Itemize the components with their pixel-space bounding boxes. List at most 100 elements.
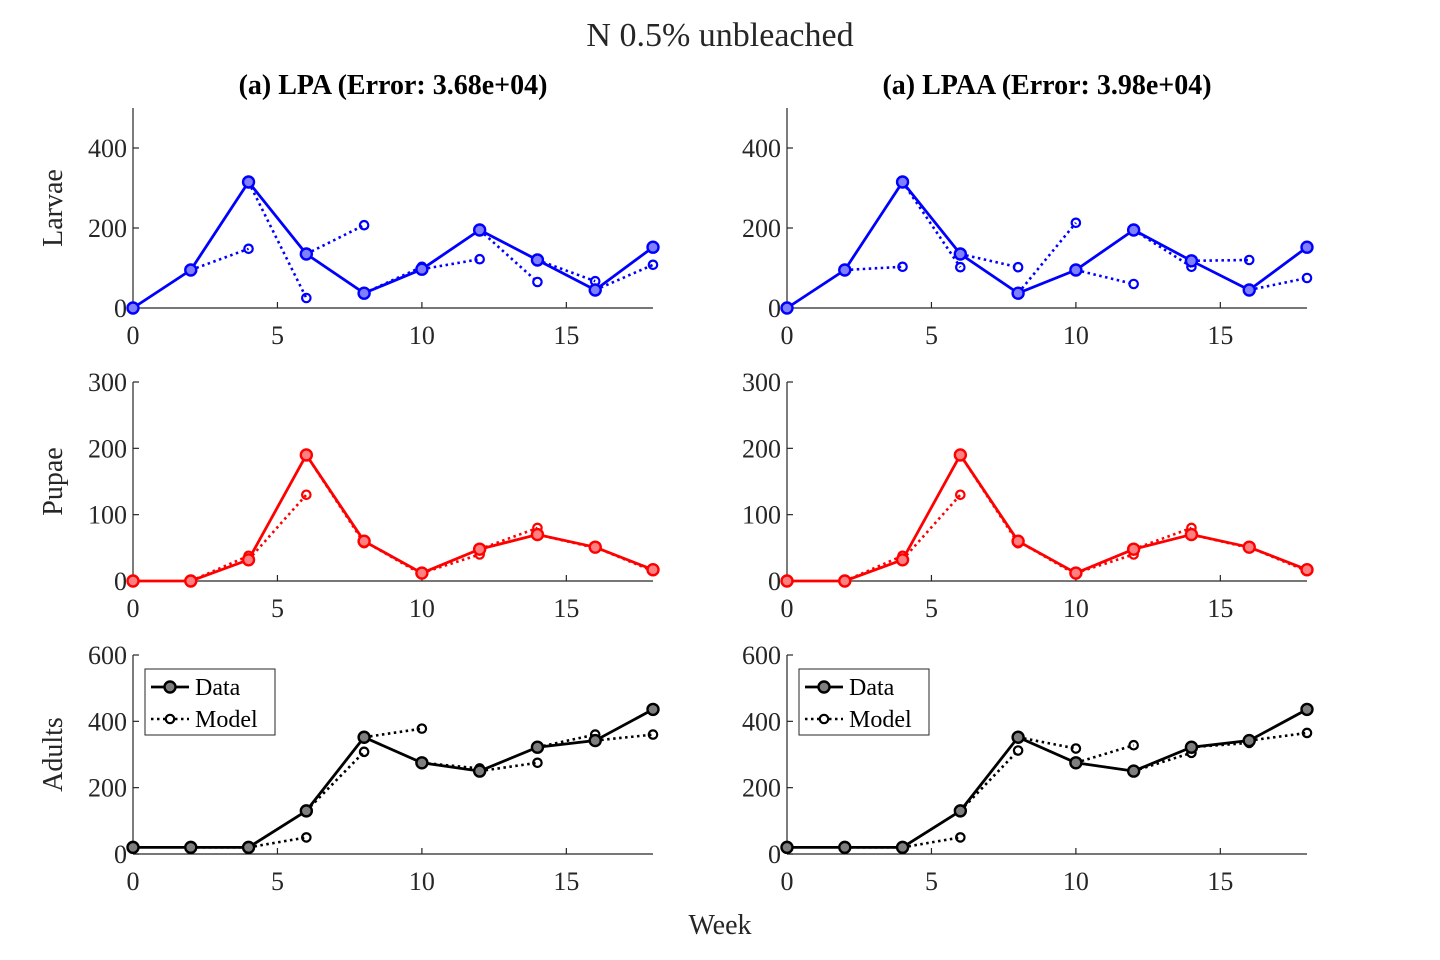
model-point: [955, 261, 966, 273]
legend-label-model: Model: [849, 707, 912, 733]
data-line: [133, 452, 654, 583]
model-segment: [247, 181, 308, 299]
data-point: [241, 175, 256, 189]
x-tick-label: 15: [1207, 594, 1233, 623]
data-point: [184, 574, 198, 588]
model-point: [955, 832, 966, 843]
model-segment: [1075, 553, 1135, 575]
data-point: [357, 534, 371, 548]
legend-label-model: Model: [195, 707, 258, 733]
y-tick-label: 200: [742, 774, 781, 803]
x-tick-label: 15: [553, 321, 579, 350]
data-point: [1184, 527, 1199, 542]
data-point: [472, 542, 487, 556]
x-tick-label: 10: [1063, 594, 1089, 623]
model-point: [647, 259, 659, 271]
data-point: [838, 263, 852, 277]
y-tick-label: 200: [88, 774, 127, 803]
x-tick-label: 5: [271, 321, 284, 350]
model-point: [1012, 745, 1024, 756]
model-point: [301, 489, 312, 501]
data-point: [780, 574, 794, 588]
model-point: [416, 723, 428, 734]
y-tick-label: 600: [88, 641, 127, 670]
model-segment: [190, 554, 250, 583]
model-segment: [1249, 731, 1308, 742]
data-point: [126, 301, 140, 315]
y-tick-label: 400: [88, 134, 127, 163]
x-tick-label: 10: [1063, 321, 1089, 350]
model-point: [243, 243, 254, 255]
data-point: [588, 283, 602, 297]
data-point: [415, 756, 429, 770]
x-axis-label: Week: [688, 910, 751, 941]
y-tick-label: 0: [768, 567, 781, 596]
data-point: [838, 840, 852, 855]
legend-label-data: Data: [195, 675, 241, 701]
model-segment: [248, 836, 307, 849]
y-axis-label: Larvae: [38, 169, 69, 247]
data-point: [1069, 263, 1083, 277]
data-point: [1242, 733, 1256, 748]
data-point: [895, 175, 910, 189]
data-point: [415, 566, 429, 580]
y-tick-label: 100: [742, 501, 781, 530]
model-point: [1070, 217, 1082, 229]
model-point: [358, 746, 370, 758]
data-point: [1011, 730, 1025, 744]
y-tick-label: 0: [114, 294, 127, 323]
subplot-5: Adults 0 200 400 600 0 5 10 15 Data Model: [38, 641, 660, 896]
model-segment: [363, 727, 423, 739]
model-segment: [305, 750, 366, 812]
data-point: [184, 840, 198, 855]
model-segment: [594, 263, 654, 292]
x-tick-label: 10: [409, 867, 435, 896]
model-segment: [537, 733, 596, 749]
data-point: [126, 840, 140, 855]
data-point: [299, 247, 314, 261]
data-point: [530, 253, 545, 267]
data-point: [299, 804, 314, 818]
data-line: [787, 708, 1308, 849]
subplot-title: (a) LPA (Error: 3.68e+04): [239, 70, 548, 101]
model-point: [897, 261, 908, 273]
model-segment: [421, 761, 480, 770]
model-point: [1301, 727, 1313, 739]
data-point: [1011, 534, 1025, 548]
data-point: [1011, 286, 1025, 300]
model-point: [1012, 261, 1024, 273]
figure-title: N 0.5% unbleached: [586, 17, 853, 54]
data-point: [1069, 756, 1083, 770]
data-point: [1126, 223, 1141, 237]
data-line: [786, 179, 1308, 310]
model-point: [1128, 278, 1139, 290]
y-tick-label: 400: [742, 707, 781, 736]
subplot-1: (a) LPA (Error: 3.68e+04) Larvae 0 200 400 0 5…: [38, 70, 660, 350]
model-segment: [421, 257, 480, 271]
x-tick-label: 15: [553, 594, 579, 623]
data-point: [953, 804, 968, 818]
model-segment: [247, 493, 308, 561]
legend-data-marker: [817, 680, 831, 694]
y-tick-label: 100: [88, 501, 127, 530]
model-segment: [478, 229, 539, 283]
y-tick-label: 300: [88, 368, 127, 397]
model-point: [301, 832, 312, 843]
model-segment: [1133, 751, 1192, 773]
data-point: [1242, 283, 1256, 297]
data-point: [472, 223, 487, 237]
x-tick-label: 15: [1207, 321, 1233, 350]
x-tick-label: 0: [781, 321, 794, 350]
x-tick-label: 10: [1063, 867, 1089, 896]
data-point: [357, 730, 371, 744]
data-point: [646, 563, 660, 577]
x-tick-label: 0: [127, 321, 140, 350]
x-tick-label: 5: [925, 867, 938, 896]
x-tick-label: 5: [271, 867, 284, 896]
y-tick-label: 400: [88, 707, 127, 736]
model-point: [301, 292, 312, 304]
data-point: [1242, 540, 1256, 554]
model-segment: [190, 247, 250, 272]
data-point: [895, 553, 910, 567]
y-tick-label: 400: [742, 134, 781, 163]
